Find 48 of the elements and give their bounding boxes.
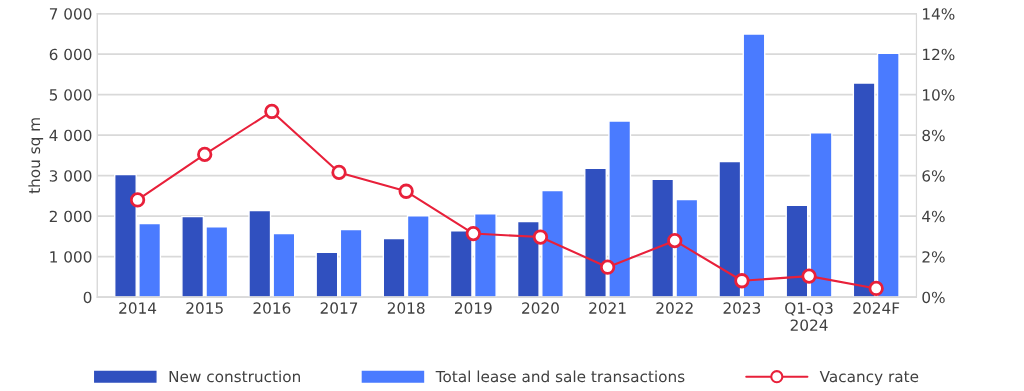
point bbox=[197, 146, 213, 163]
y-tick-label: 4 000 bbox=[49, 129, 92, 142]
legend-label: New construction bbox=[169, 370, 300, 383]
bar bbox=[339, 228, 363, 298]
y2-tick-label: 10% bbox=[923, 89, 955, 101]
x-tick-label: 2021 bbox=[589, 302, 626, 314]
x-tick-label: 2022 bbox=[656, 302, 693, 314]
x-tick-label: 2020 bbox=[522, 302, 559, 314]
bar bbox=[315, 251, 339, 298]
y-axis-title: thou sq m bbox=[28, 118, 44, 194]
point bbox=[398, 183, 414, 199]
legend-label: Total lease and sale transactions bbox=[435, 370, 685, 383]
point bbox=[667, 233, 683, 249]
x-tick-label: Q1-Q3 2024 bbox=[785, 302, 833, 331]
y-tick-label: 2 000 bbox=[49, 210, 92, 223]
x-tick-label: 2014 bbox=[119, 302, 157, 314]
point bbox=[264, 103, 280, 120]
legend-label: Vacancy rate bbox=[819, 370, 919, 386]
y-tick-label: 5 000 bbox=[49, 89, 92, 101]
x-tick-label: 2017 bbox=[320, 302, 358, 314]
y-tick-label: 3 000 bbox=[49, 170, 92, 182]
y2-tick-label: 4% bbox=[922, 210, 945, 223]
y-tick-label: 6 000 bbox=[49, 48, 92, 61]
y2-tick-label: 2% bbox=[922, 251, 945, 263]
x-tick-label: 2016 bbox=[253, 302, 291, 314]
bar bbox=[248, 209, 272, 298]
x-tick-label: 2023 bbox=[723, 302, 761, 314]
y2-tick-label: 12% bbox=[923, 48, 955, 61]
y2-tick-label: 6% bbox=[922, 170, 945, 182]
y-tick-label: 1 000 bbox=[50, 251, 92, 263]
y-tick-label: 0 bbox=[83, 291, 92, 304]
x-tick-label: 2018 bbox=[387, 302, 425, 314]
point bbox=[868, 280, 884, 297]
y2-tick-label: 0% bbox=[922, 291, 945, 304]
point bbox=[734, 273, 750, 289]
point bbox=[532, 229, 549, 245]
y-tick-label: 7 000 bbox=[49, 8, 92, 20]
point bbox=[129, 192, 146, 208]
point bbox=[465, 225, 481, 242]
x-tick-label: 2015 bbox=[186, 302, 223, 314]
x-tick-label: 2019 bbox=[454, 302, 492, 314]
bar bbox=[272, 232, 296, 298]
x-tick-label: 2024F bbox=[853, 302, 900, 314]
y2-tick-label: 14% bbox=[923, 8, 955, 20]
y2-tick-label: 8% bbox=[922, 129, 945, 142]
point bbox=[331, 164, 347, 181]
point bbox=[801, 268, 817, 284]
point bbox=[599, 259, 616, 275]
